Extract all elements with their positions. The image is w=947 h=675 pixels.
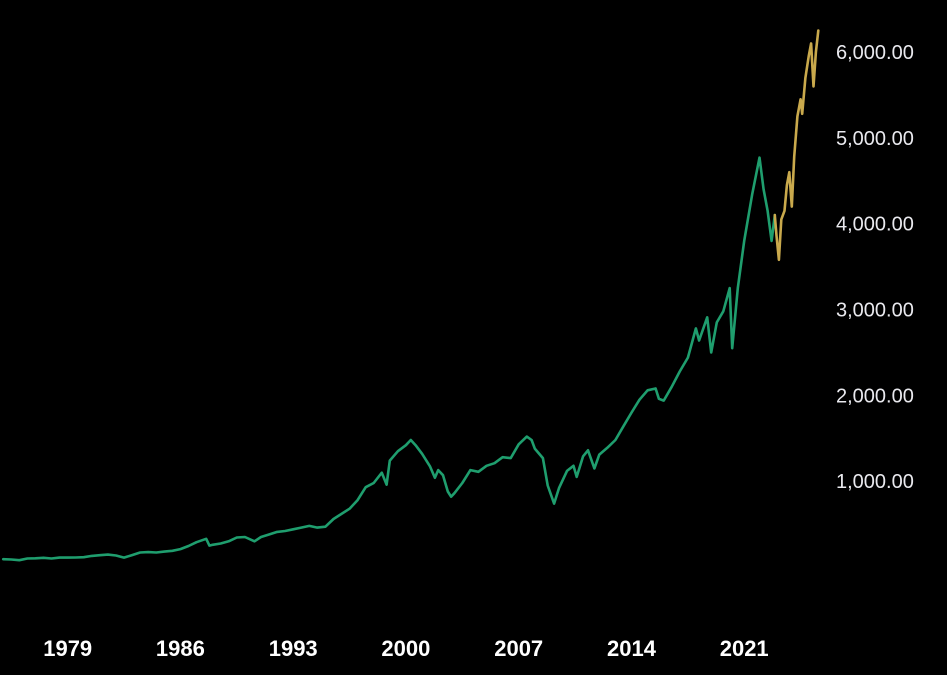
y-tick-label: 1,000.00	[836, 471, 914, 493]
y-tick-label: 4,000.00	[836, 214, 914, 236]
series-layer	[1, 29, 820, 562]
y-tick-label: 3,000.00	[836, 300, 914, 322]
x-tick-label: 1993	[269, 636, 318, 661]
y-tick-label: 2,000.00	[836, 385, 914, 407]
x-tick-label: 2007	[494, 636, 543, 661]
y-tick-label: 5,000.00	[836, 128, 914, 150]
x-tick-label: 2021	[720, 636, 769, 661]
y-tick-label: 6,000.00	[836, 42, 914, 64]
series-line-1	[773, 29, 820, 262]
x-axis-labels: 1979 1986 1993 2000 2007 2014 2021	[43, 636, 768, 661]
series-line-0	[1, 156, 777, 562]
y-axis-labels: 1,000.00 2,000.00 3,000.00 4,000.00 5,000.00…	[836, 42, 914, 493]
x-tick-label: 2014	[607, 636, 657, 661]
x-tick-label: 1979	[43, 636, 92, 661]
x-tick-label: 1986	[156, 636, 205, 661]
x-tick-label: 2000	[381, 636, 430, 661]
